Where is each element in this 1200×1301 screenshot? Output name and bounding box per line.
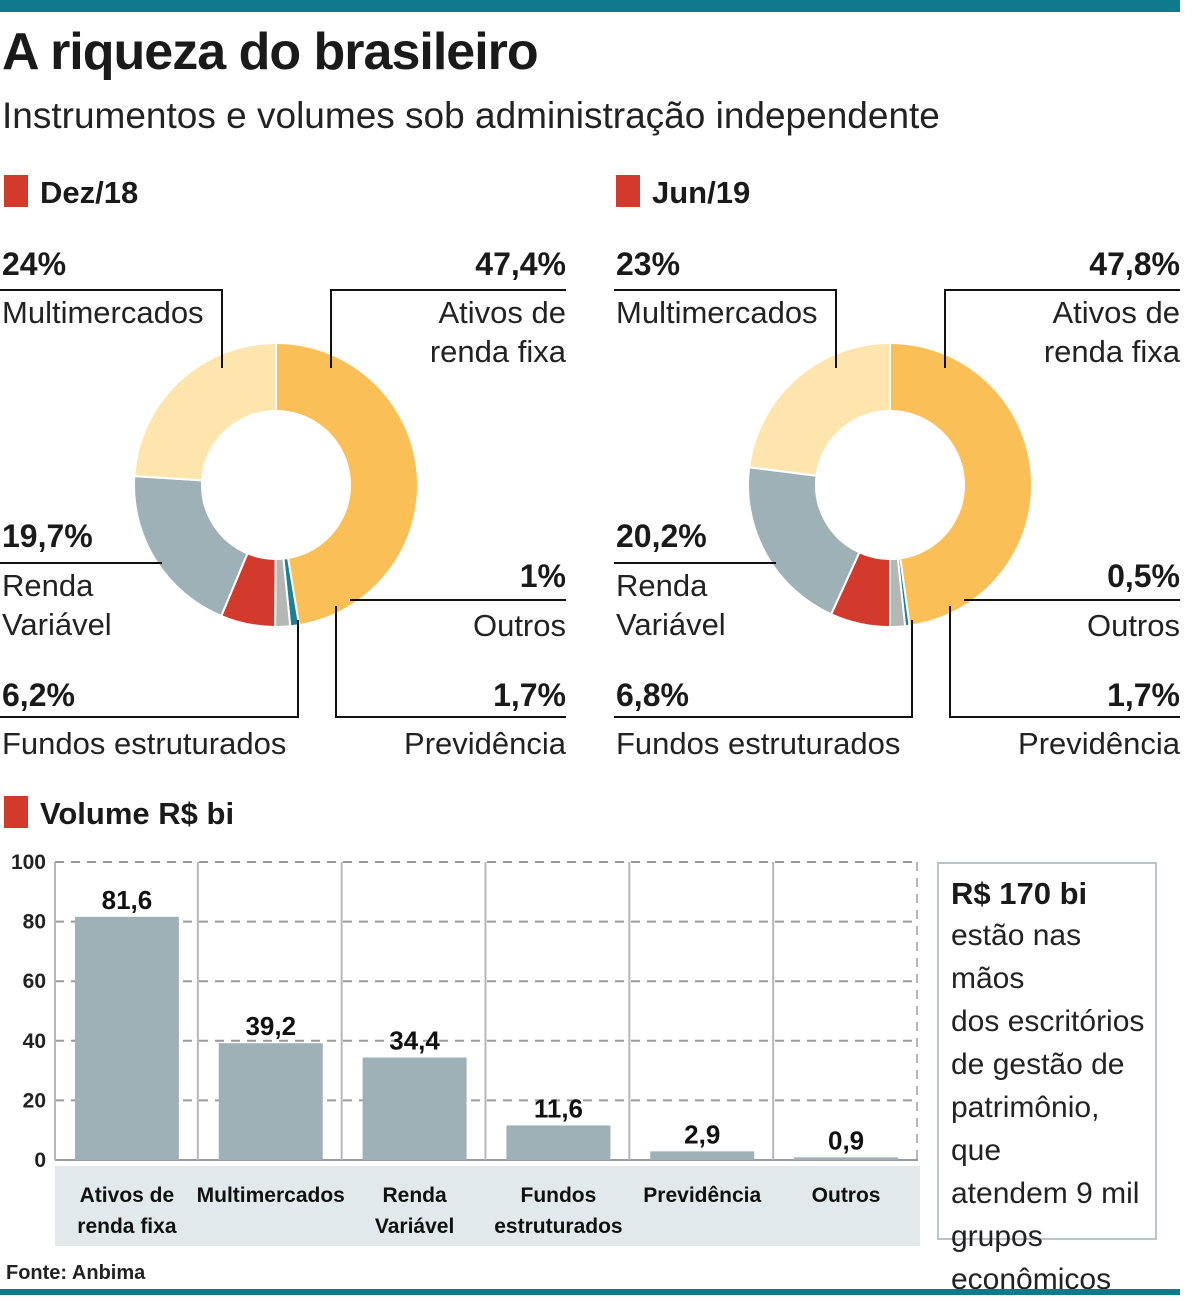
- bar-2: [362, 1057, 467, 1160]
- bar-category-label-1: Multimercados: [197, 1184, 345, 1207]
- bottom-rule: [0, 1289, 1180, 1295]
- bar-title: Volume R$ bi: [40, 796, 235, 831]
- bar-value-label-2: 34,4: [389, 1025, 440, 1055]
- donut2-pct-outros: 0,5%: [1107, 558, 1180, 594]
- bar-ytick-40: 40: [23, 1030, 46, 1053]
- donut2-pct-previdencia: 1,7%: [1107, 677, 1180, 713]
- donut1-pct-multimercados: 24%: [2, 246, 67, 282]
- bar-0: [74, 916, 179, 1160]
- donut1-label-multimercados: Multimercados: [2, 295, 204, 330]
- donut2-leader-previdencia: [949, 606, 1180, 718]
- donut2-slice-renda-variavel: [747, 466, 861, 616]
- bar-value-label-5: 0,9: [828, 1125, 864, 1155]
- donut1-header: Dez/18: [4, 175, 138, 208]
- donut2-leader-multimercados: [614, 289, 837, 368]
- donut2-label-renda-variavel: Renda Variável: [616, 568, 726, 642]
- bar-5: [794, 1157, 899, 1160]
- note-text: estão nas mãos dos escritórios de gestão…: [951, 919, 1145, 1297]
- donut2-slice-ativos-de-renda-fixa: [889, 341, 1033, 627]
- donut1-leader-multimercados: [0, 289, 223, 368]
- bar-header: Volume R$ bi: [4, 796, 234, 829]
- donut2-pct-fundos: 6,8%: [616, 677, 689, 713]
- donut1-leader-previdencia: [335, 606, 566, 718]
- bar-ytick-100: 100: [11, 851, 46, 874]
- donut2-leader-fundos: [614, 620, 913, 718]
- donut1-pct-renda-variavel: 19,7%: [2, 518, 93, 554]
- bar-category-label-2: Renda Variável: [375, 1184, 454, 1238]
- donut1-title: Dez/18: [40, 175, 139, 210]
- donut1-slice-multimercados: [133, 341, 277, 482]
- bar-category-label-0: Ativos de renda fixa: [77, 1184, 177, 1238]
- donut2-label-renda-fixa: Ativos de renda fixa: [1043, 295, 1180, 369]
- bar-value-label-1: 39,2: [245, 1011, 296, 1041]
- donut2-label-multimercados: Multimercados: [616, 295, 818, 330]
- bar-value-label-3: 11,6: [534, 1093, 583, 1123]
- section-marker-icon: [4, 175, 28, 207]
- bar-1: [218, 1043, 323, 1160]
- bar-category-label-3: Fundos estruturados: [494, 1184, 622, 1238]
- donut2-leader-renda-fixa: [944, 289, 1180, 368]
- donut1-pct-fundos: 6,2%: [2, 677, 75, 713]
- donut2-slice-multimercados: [748, 341, 891, 477]
- page-title: A riqueza do brasileiro: [2, 23, 539, 81]
- donut2-label-outros: Outros: [1086, 608, 1180, 643]
- bar-category-label-4: Previdência: [643, 1184, 761, 1207]
- bar-ytick-60: 60: [23, 970, 46, 993]
- donut2-pct-multimercados: 23%: [616, 246, 681, 282]
- donut1-label-renda-fixa: Ativos de renda fixa: [429, 295, 566, 369]
- bar-ytick-0: 0: [34, 1149, 46, 1172]
- note-headline: R$ 170 bi: [951, 876, 1088, 911]
- bar-value-label-4: 2,9: [684, 1119, 720, 1149]
- source-note: Fonte: Anbima: [6, 1262, 146, 1284]
- donut1-pct-outros: 1%: [519, 558, 566, 594]
- donut2-header: Jun/19: [616, 175, 750, 208]
- bar-3: [506, 1125, 611, 1160]
- donut2-label-previdencia: Previdência: [1018, 726, 1180, 761]
- donut2-pct-renda-fixa: 47,8%: [1089, 246, 1180, 282]
- donut2-pct-renda-variavel: 20,2%: [616, 518, 707, 554]
- donut1-label-previdencia: Previdência: [404, 726, 566, 761]
- donut1-label-fundos: Fundos estruturados: [2, 726, 287, 761]
- donut1-leader-renda-fixa: [330, 289, 566, 368]
- donut1-slice-ativos-de-renda-fixa: [275, 341, 419, 627]
- donut2-title: Jun/19: [652, 175, 751, 210]
- donut2-label-fundos: Fundos estruturados: [616, 726, 901, 761]
- bar-4: [650, 1151, 755, 1160]
- donut1-slice-renda-variavel: [133, 475, 249, 618]
- bar-category-label-5: Outros: [812, 1184, 881, 1207]
- donut1-label-renda-variavel: Renda Variável: [2, 568, 112, 642]
- bar-ytick-80: 80: [23, 911, 46, 934]
- note-box: R$ 170 bi estão nas mãos dos escritórios…: [937, 862, 1157, 1296]
- bar-value-label-0: 81,6: [102, 885, 153, 915]
- section-marker-icon: [616, 175, 640, 207]
- section-marker-icon: [4, 796, 28, 828]
- donut1-leader-fundos: [0, 620, 299, 718]
- bar-ytick-20: 20: [23, 1089, 46, 1112]
- bar-category-band: [55, 1166, 920, 1246]
- donut1-label-outros: Outros: [472, 608, 566, 643]
- top-rule: [0, 0, 1180, 12]
- donut1-pct-previdencia: 1,7%: [493, 677, 566, 713]
- donut1-pct-renda-fixa: 47,4%: [475, 246, 566, 282]
- page-subtitle: Instrumentos e volumes sob administração…: [2, 95, 940, 136]
